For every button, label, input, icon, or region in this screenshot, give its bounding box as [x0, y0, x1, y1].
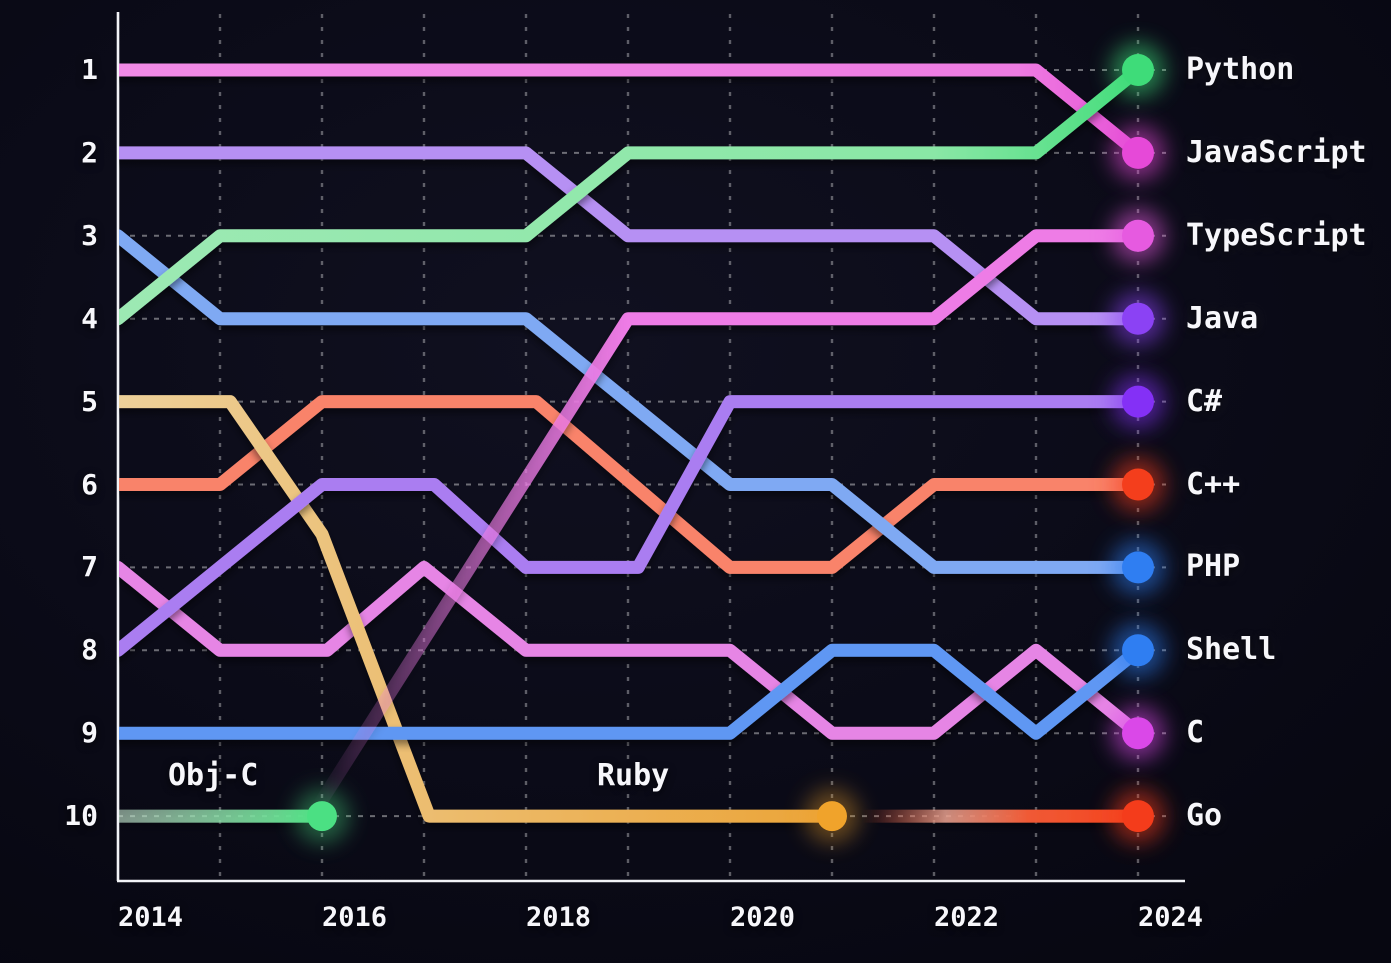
rank-label-6: 6: [81, 467, 98, 501]
series-label-cpp: C++: [1186, 466, 1241, 502]
dot-csharp: [1122, 385, 1154, 418]
dot-java: [1122, 302, 1154, 335]
series-label-csharp: C#: [1186, 383, 1223, 419]
series-label-java: Java: [1186, 300, 1259, 336]
dot-go: [1122, 800, 1154, 833]
line-python: [119, 63, 1145, 326]
annotation-ruby: Ruby: [597, 758, 670, 793]
dot-c: [1122, 717, 1154, 750]
rank-label-4: 4: [81, 301, 98, 335]
line-ruby: [119, 395, 839, 823]
line-csharp: [119, 395, 1145, 657]
series-label-python: Python: [1186, 52, 1295, 87]
dot-cpp: [1122, 468, 1154, 501]
dot-js: [1122, 136, 1154, 169]
line-shell: [119, 643, 1145, 740]
series-label-php: PHP: [1186, 549, 1241, 585]
rank-label-2: 2: [81, 135, 98, 169]
year-label-2020: 2020: [730, 902, 796, 933]
annotation-objc: Obj-C: [168, 758, 259, 793]
line-js: [119, 63, 1145, 160]
series-dots: [295, 43, 1165, 844]
rank-label-3: 3: [81, 218, 98, 252]
dot-objc: [307, 801, 337, 832]
rank-label-1: 1: [81, 53, 98, 86]
series-label-ts: TypeScript: [1186, 217, 1367, 253]
year-label-2014: 2014: [118, 902, 184, 933]
line-cpp: [119, 395, 1145, 574]
series-label-go: Go: [1186, 798, 1223, 834]
dot-shell: [1122, 634, 1154, 667]
rank-label-7: 7: [81, 550, 98, 584]
rank-label-5: 5: [81, 384, 98, 418]
year-label-2024: 2024: [1138, 902, 1204, 933]
rank-label-10: 10: [64, 799, 98, 833]
year-label-2016: 2016: [322, 902, 388, 933]
dot-php: [1122, 551, 1154, 584]
rank-label-9: 9: [81, 716, 98, 750]
axes: [116, 12, 1185, 883]
line-java: [119, 146, 1145, 326]
year-label-2022: 2022: [934, 902, 1000, 933]
year-label-2018: 2018: [526, 902, 592, 933]
dot-ruby: [817, 801, 847, 832]
rank-label-8: 8: [81, 633, 98, 667]
series-lines: [119, 63, 1145, 823]
dot-python: [1122, 54, 1154, 86]
series-label-c: C: [1186, 715, 1205, 751]
series-label-js: JavaScript: [1186, 134, 1367, 170]
line-ts: [305, 229, 1145, 823]
series-label-shell: Shell: [1186, 632, 1277, 668]
dot-ts: [1122, 219, 1154, 252]
line-php: [119, 229, 1145, 574]
